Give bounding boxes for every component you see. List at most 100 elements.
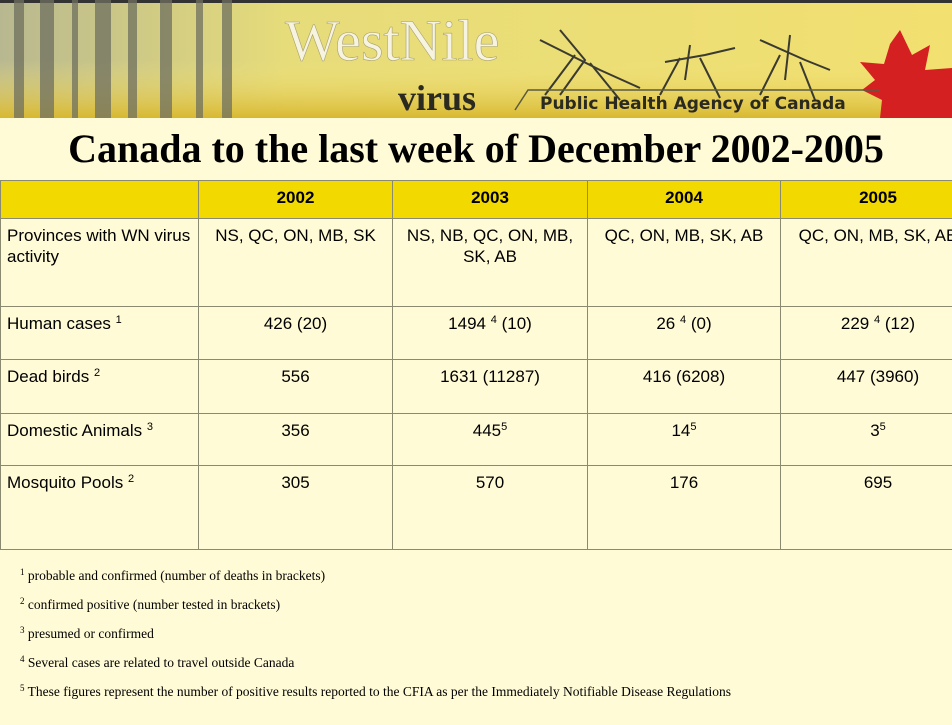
footnote: 2 confirmed positive (number tested in b…: [20, 595, 945, 615]
footnote-mark: 1: [20, 567, 25, 577]
header-corner: [1, 181, 199, 219]
cell-text: 447 (3960): [837, 367, 919, 386]
cell-text: QC, ON, MB, SK, AB: [799, 226, 952, 245]
data-cell: QC, ON, MB, SK, AB: [781, 219, 952, 307]
row-label-cell: Domestic Animals 3: [1, 414, 199, 466]
cell-text: 1494: [448, 314, 486, 333]
data-cell: 229 4 (12): [781, 307, 952, 360]
data-cell: 176: [588, 466, 781, 550]
banner: WestNile virus Public Health Agency of C…: [0, 0, 952, 118]
data-cell: 1494 4 (10): [393, 307, 588, 360]
cell-text: 426 (20): [264, 314, 327, 333]
data-cell: 356: [199, 414, 393, 466]
cell-sup: 4: [491, 314, 497, 326]
data-cell: 556: [199, 360, 393, 414]
data-cell: 305: [199, 466, 393, 550]
cell-text: NS, QC, ON, MB, SK: [215, 226, 376, 245]
cell-text: 229: [841, 314, 869, 333]
cell-text: NS, NB, QC, ON, MB, SK, AB: [407, 226, 573, 266]
data-cell: NS, NB, QC, ON, MB, SK, AB: [393, 219, 588, 307]
cell-text: 26: [656, 314, 675, 333]
cell-sup: 5: [501, 421, 507, 433]
row-label-cell: Dead birds 2: [1, 360, 199, 414]
data-cell: 447 (3960): [781, 360, 952, 414]
cell-after: (0): [691, 314, 712, 333]
row-label-sup: 3: [147, 421, 153, 433]
row-label-text: Provinces with WN virus activity: [7, 226, 190, 266]
cell-text: 416 (6208): [643, 367, 725, 386]
row-label-text: Mosquito Pools: [7, 473, 123, 492]
data-cell: 1631 (11287): [393, 360, 588, 414]
row-label-sup: 1: [116, 314, 122, 326]
table-body: Provinces with WN virus activity NS, QC, …: [1, 219, 952, 550]
logo-top: WestNile: [285, 8, 499, 73]
data-cell: 4455: [393, 414, 588, 466]
column-header: 2002: [199, 181, 393, 219]
cell-sup: 4: [680, 314, 686, 326]
row-label-text: Dead birds: [7, 367, 89, 386]
cell-text: 356: [281, 421, 309, 440]
data-cell: NS, QC, ON, MB, SK: [199, 219, 393, 307]
column-header: 2004: [588, 181, 781, 219]
footnote: 1 probable and confirmed (number of deat…: [20, 566, 945, 586]
cell-text: 445: [473, 421, 501, 440]
cell-text: QC, ON, MB, SK, AB: [605, 226, 764, 245]
cell-text: 556: [281, 367, 309, 386]
row-label-sup: 2: [128, 473, 134, 485]
cell-text: 176: [670, 473, 698, 492]
agency: Public Health Agency of Canada: [540, 94, 846, 114]
row-label-cell: Mosquito Pools 2: [1, 466, 199, 550]
cell-text: 3: [870, 421, 879, 440]
cell-text: 14: [671, 421, 690, 440]
row-label-cell: Provinces with WN virus activity: [1, 219, 199, 307]
data-cell: 26 4 (0): [588, 307, 781, 360]
logo-bottom: virus: [398, 78, 476, 118]
cell-text: 570: [476, 473, 504, 492]
footnote-text: presumed or confirmed: [28, 626, 154, 641]
footnote: 5 These figures represent the number of …: [20, 682, 945, 702]
cell-sup: 5: [880, 421, 886, 433]
header-row: 2002200320042005: [1, 181, 952, 219]
cell-after: (10): [502, 314, 532, 333]
footnote: 4 Several cases are related to travel ou…: [20, 653, 945, 673]
footnote-text: These figures represent the number of po…: [28, 684, 731, 699]
row-label-text: Human cases: [7, 314, 111, 333]
data-cell: 145: [588, 414, 781, 466]
footnote-mark: 2: [20, 596, 25, 606]
footnote-mark: 4: [20, 654, 25, 664]
data-cell: 416 (6208): [588, 360, 781, 414]
data-cell: 695: [781, 466, 952, 550]
data-cell: 35: [781, 414, 952, 466]
banner-edge: [0, 0, 952, 3]
footnote-mark: 5: [20, 683, 25, 693]
footnote-text: confirmed positive (number tested in bra…: [28, 597, 280, 612]
row-label-sup: 2: [94, 367, 100, 379]
table-row: Provinces with WN virus activity NS, QC, …: [1, 219, 952, 307]
row-label-cell: Human cases 1: [1, 307, 199, 360]
cell-text: 695: [864, 473, 892, 492]
column-header: 2005: [781, 181, 952, 219]
cell-sup: 5: [690, 421, 696, 433]
column-header: 2003: [393, 181, 588, 219]
footnote: 3 presumed or confirmed: [20, 624, 945, 644]
cell-sup: 4: [874, 314, 880, 326]
footnote-mark: 3: [20, 625, 25, 635]
cell-after: (12): [885, 314, 915, 333]
table-row: Dead birds 2 556 1631 (11287) 416 (6208) 447…: [1, 360, 952, 414]
footnotes: 1 probable and confirmed (number of deat…: [20, 566, 945, 711]
data-cell: 570: [393, 466, 588, 550]
slide: WestNile virus Public Health Agency of C…: [0, 0, 952, 725]
cell-text: 1631 (11287): [440, 367, 540, 386]
row-label-text: Domestic Animals: [7, 421, 142, 440]
data-cell: QC, ON, MB, SK, AB: [588, 219, 781, 307]
title: Canada to the last week of December 2002…: [0, 118, 952, 180]
data-cell: 426 (20): [199, 307, 393, 360]
footnote-text: probable and confirmed (number of deaths…: [28, 568, 325, 583]
footnote-text: Several cases are related to travel outs…: [28, 655, 295, 670]
cell-text: 305: [281, 473, 309, 492]
table-row: Mosquito Pools 2 305 570 176 695: [1, 466, 952, 550]
